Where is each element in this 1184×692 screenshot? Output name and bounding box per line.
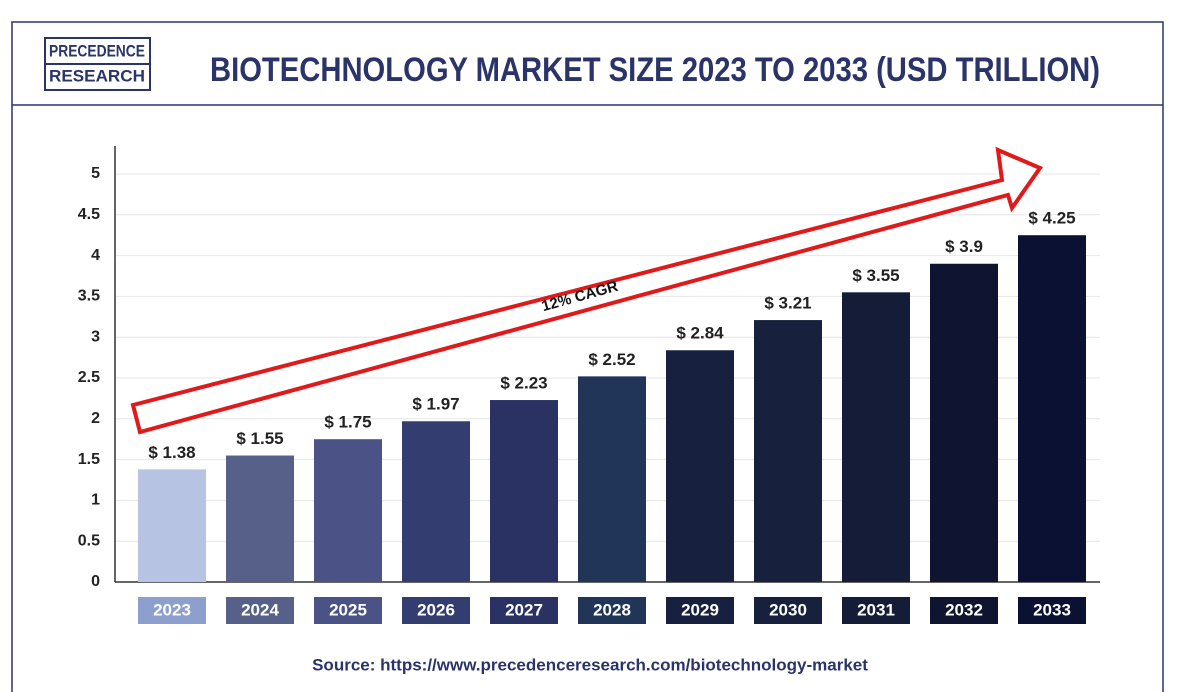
value-label: $ 3.21 bbox=[764, 294, 811, 313]
y-tick-label: 0 bbox=[91, 573, 100, 590]
x-tick-label: 2023 bbox=[153, 600, 191, 619]
value-label: $ 1.55 bbox=[236, 429, 283, 448]
value-label: $ 1.75 bbox=[324, 413, 371, 432]
x-tick-label: 2028 bbox=[593, 600, 631, 619]
logo-line: RESEARCH bbox=[49, 66, 145, 85]
value-label: $ 3.9 bbox=[945, 237, 983, 256]
bar bbox=[226, 455, 294, 582]
y-tick-label: 0.5 bbox=[78, 532, 100, 549]
source: Source: https://www.precedenceresearch.c… bbox=[312, 655, 868, 674]
x-tick-label: 2029 bbox=[681, 600, 719, 619]
value-label: $ 2.52 bbox=[588, 350, 635, 369]
x-tick-label: 2031 bbox=[857, 600, 895, 619]
x-tick-label: 2024 bbox=[241, 600, 279, 619]
bar bbox=[578, 376, 646, 582]
x-tick-label: 2033 bbox=[1033, 600, 1071, 619]
x-tick-label: 2027 bbox=[505, 600, 543, 619]
y-tick-label: 1.5 bbox=[78, 451, 100, 468]
y-tick-label: 5 bbox=[91, 165, 100, 182]
x-tick-label: 2030 bbox=[769, 600, 807, 619]
x-tick-label: 2026 bbox=[417, 600, 455, 619]
value-label: $ 2.23 bbox=[500, 374, 547, 393]
category-box bbox=[138, 597, 206, 624]
y-tick-label: 3 bbox=[91, 328, 100, 345]
chart-title: BIOTECHNOLOGY MARKET SIZE 2023 TO 2033 (… bbox=[210, 51, 1100, 89]
bar bbox=[842, 292, 910, 582]
bar bbox=[666, 350, 734, 582]
value-label: $ 2.84 bbox=[676, 324, 724, 343]
value-label: $ 1.97 bbox=[412, 395, 459, 414]
category-box bbox=[1018, 597, 1086, 624]
category-box bbox=[578, 597, 646, 624]
category-box bbox=[842, 597, 910, 624]
frame bbox=[11, 21, 1164, 692]
y-tick-label: 2 bbox=[91, 410, 100, 427]
value-label: $ 4.25 bbox=[1028, 209, 1075, 228]
logo-line: PRECEDENCE bbox=[49, 41, 145, 60]
y-tick-label: 3.5 bbox=[78, 288, 100, 305]
category-box bbox=[754, 597, 822, 624]
category-box bbox=[314, 597, 382, 624]
x-tick-label: 2025 bbox=[329, 600, 367, 619]
bar bbox=[402, 421, 470, 582]
category-box bbox=[402, 597, 470, 624]
y-tick-label: 4.5 bbox=[78, 206, 100, 223]
bar bbox=[138, 469, 206, 582]
y-tick-label: 4 bbox=[91, 247, 100, 264]
category-box bbox=[666, 597, 734, 624]
bar bbox=[314, 439, 382, 582]
plot: 0 0.5 1 1.5 2 2.5 3 3.5 4 4.5 5 2023 $ 1.38 2024 $ 1.5… bbox=[78, 146, 1100, 624]
bar bbox=[1018, 235, 1086, 582]
y-tick-label: 1 bbox=[91, 492, 100, 509]
value-label: $ 3.55 bbox=[852, 266, 899, 285]
cagr-arrow bbox=[130, 146, 1044, 435]
category-box bbox=[490, 597, 558, 624]
y-tick-label: 2.5 bbox=[78, 369, 100, 386]
bar bbox=[930, 263, 998, 582]
category-box bbox=[930, 597, 998, 624]
category-box bbox=[226, 597, 294, 624]
x-tick-label: 2032 bbox=[945, 600, 983, 619]
bar bbox=[754, 320, 822, 582]
value-label: $ 1.38 bbox=[148, 443, 195, 462]
bar bbox=[490, 400, 558, 582]
